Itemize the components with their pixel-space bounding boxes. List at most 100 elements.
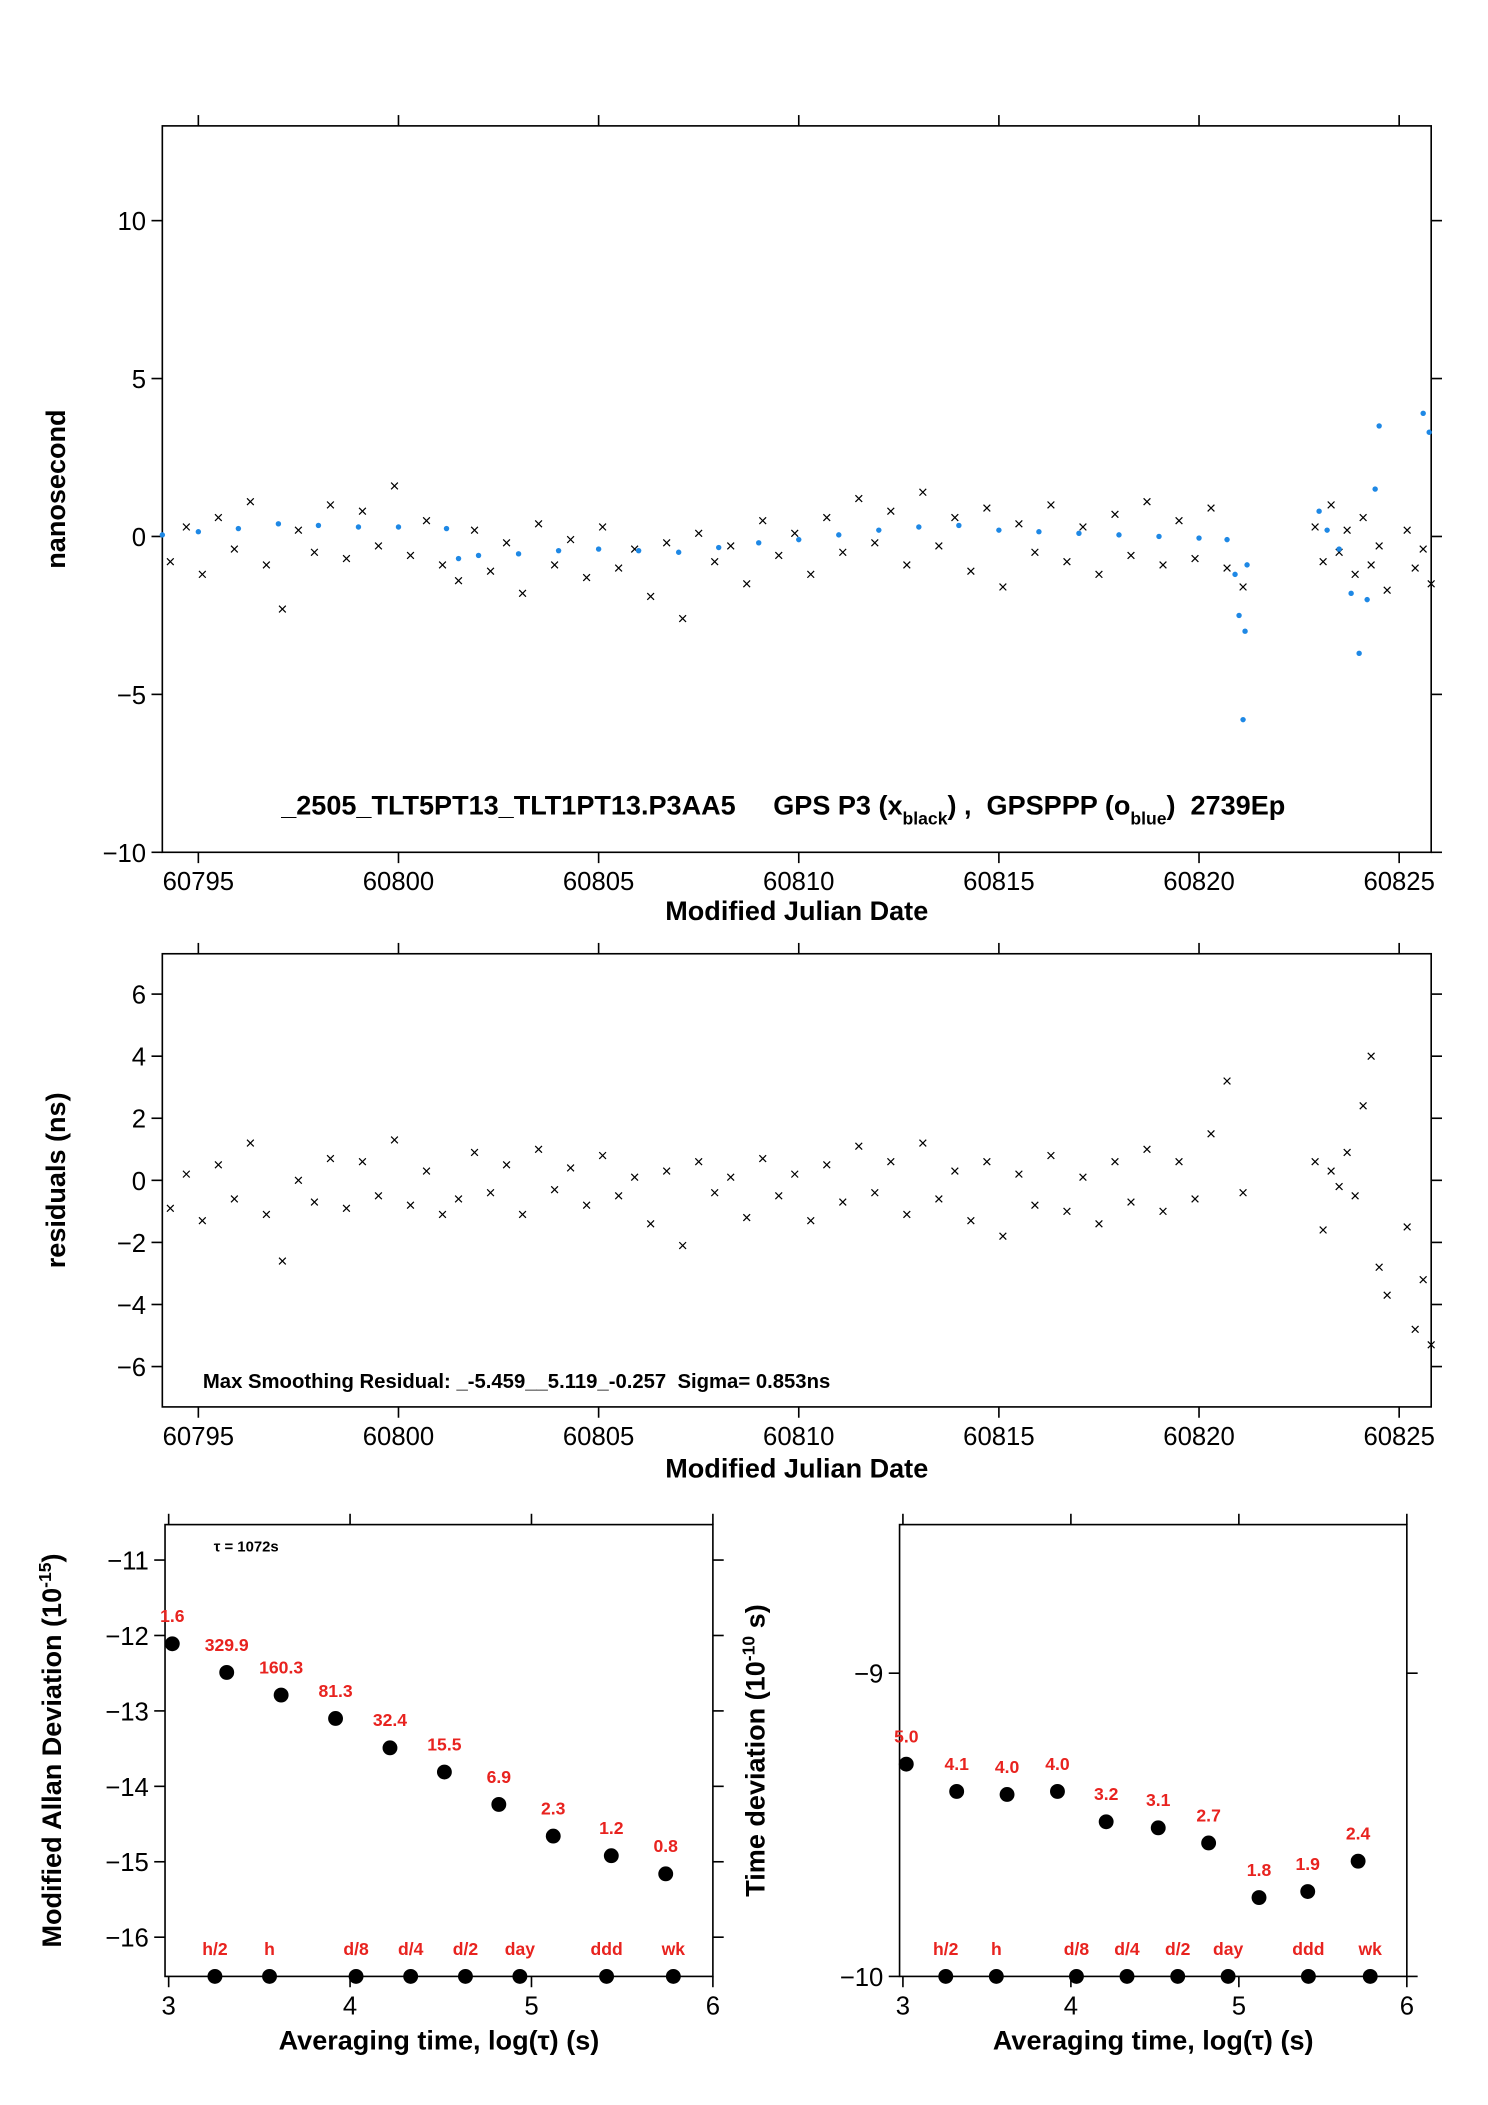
x-tick-label: 60810 [763, 868, 834, 896]
x-point [166, 1204, 175, 1213]
dot-point [1336, 546, 1342, 552]
x-point [198, 570, 207, 579]
x-point [550, 1185, 559, 1194]
x-tick-label: 60825 [1363, 1423, 1434, 1451]
disc-point [658, 1866, 674, 1882]
x-tick-label: 60805 [563, 1423, 634, 1451]
title-text: _2505_TLT5PT13_TLT1PT13.P3AA5 GPS P3 (x [280, 790, 902, 820]
x-point [214, 1161, 223, 1169]
value-label: 2.7 [1196, 1805, 1220, 1825]
value-label: 1.6 [160, 1606, 185, 1626]
x-point [646, 1219, 655, 1228]
disc-point [665, 1968, 681, 1984]
x-point [230, 545, 239, 553]
disc-point [603, 1848, 619, 1864]
dot-point [996, 527, 1002, 533]
x-point [310, 548, 319, 557]
dot-point [916, 524, 922, 530]
x-point [1095, 1219, 1103, 1228]
x-point [1111, 510, 1119, 519]
x-point [454, 1195, 463, 1203]
dot-point [956, 522, 962, 529]
value-label: day [505, 1939, 536, 1959]
x-point [246, 497, 255, 506]
title-text: ) 2739Ep [1166, 790, 1285, 820]
x-point [518, 589, 527, 598]
value-label: 32.4 [373, 1710, 407, 1730]
annotation: τ = 1072s [214, 1540, 279, 1556]
x-point [870, 538, 879, 547]
x-point [935, 542, 943, 550]
x-point [1111, 1157, 1119, 1166]
y-tick-label: −15 [105, 1849, 149, 1877]
x-point [310, 1198, 319, 1206]
value-label: 160.3 [259, 1657, 303, 1677]
x-tick-label: 3 [896, 1992, 910, 2020]
x-point [1327, 1167, 1335, 1175]
y-tick-label: 5 [132, 366, 146, 394]
note: Max Smoothing Residual: _-5.459__5.119_-… [203, 1371, 830, 1393]
x-point [566, 1164, 575, 1172]
x-point [1343, 1148, 1351, 1157]
dot-point [1324, 527, 1330, 533]
value-label: 5.0 [894, 1727, 919, 1747]
x-point [358, 1157, 367, 1166]
x-point [502, 538, 511, 547]
dot-point [443, 525, 450, 532]
x-point [182, 1170, 191, 1178]
x-tick-label: 60810 [763, 1423, 834, 1451]
dot-point [1224, 536, 1230, 543]
x-point [774, 1192, 783, 1200]
y-tick-label: 0 [132, 1168, 146, 1196]
x-point [887, 507, 895, 516]
disc-point [999, 1787, 1015, 1802]
x-point [422, 1167, 431, 1175]
x-point [486, 1188, 495, 1197]
y-tick-label: −12 [105, 1623, 149, 1651]
dot-point [1036, 529, 1042, 535]
dot-point [1376, 423, 1382, 429]
x-tick-label: 5 [1232, 1992, 1246, 2020]
y-axis-label: Modified Allan Deviation (10-15) [35, 1553, 67, 1947]
disc-point [1201, 1835, 1217, 1851]
value-label: h/2 [202, 1939, 228, 1959]
y-tick-label: −2 [117, 1230, 146, 1258]
disc-point [1251, 1890, 1267, 1906]
y-tick-label: −13 [105, 1698, 149, 1726]
dot-point [595, 546, 602, 552]
x-tick-label: 5 [524, 1992, 538, 2020]
x-tick-label: 60805 [563, 868, 634, 896]
x-point [1127, 1198, 1135, 1206]
disc-point [328, 1711, 343, 1726]
y-tick-label: 4 [132, 1044, 146, 1072]
x-point [983, 504, 991, 512]
x-point [1223, 564, 1231, 572]
x-point [374, 1192, 383, 1200]
dot-point [1232, 571, 1238, 578]
x-tick-label: 60815 [963, 1423, 1034, 1451]
x-tick-label: 60815 [963, 868, 1034, 896]
x-point [1047, 501, 1055, 509]
x-point [294, 526, 303, 534]
x-point [630, 1173, 639, 1182]
dot-point [1348, 590, 1354, 597]
plot-frame [161, 125, 1432, 854]
x-point [1095, 570, 1103, 579]
value-label: h [991, 1939, 1002, 1959]
x-point [390, 482, 399, 490]
value-label: 1.8 [1247, 1860, 1272, 1880]
x-point [582, 1201, 591, 1209]
value-label: d/2 [1165, 1939, 1191, 1959]
dot-point [876, 527, 882, 533]
value-label: 3.2 [1094, 1784, 1119, 1804]
y-axis-label-after: s) [740, 1604, 770, 1636]
x-point [1335, 1182, 1343, 1191]
value-label: ddd [1292, 1939, 1324, 1959]
x-point [935, 1195, 943, 1203]
value-label: wk [1357, 1939, 1382, 1959]
x-point [903, 1210, 911, 1219]
value-label: 3.1 [1146, 1790, 1171, 1810]
dot-point [635, 547, 642, 554]
disc-point [1300, 1884, 1316, 1899]
disc-point [1170, 1968, 1186, 1984]
